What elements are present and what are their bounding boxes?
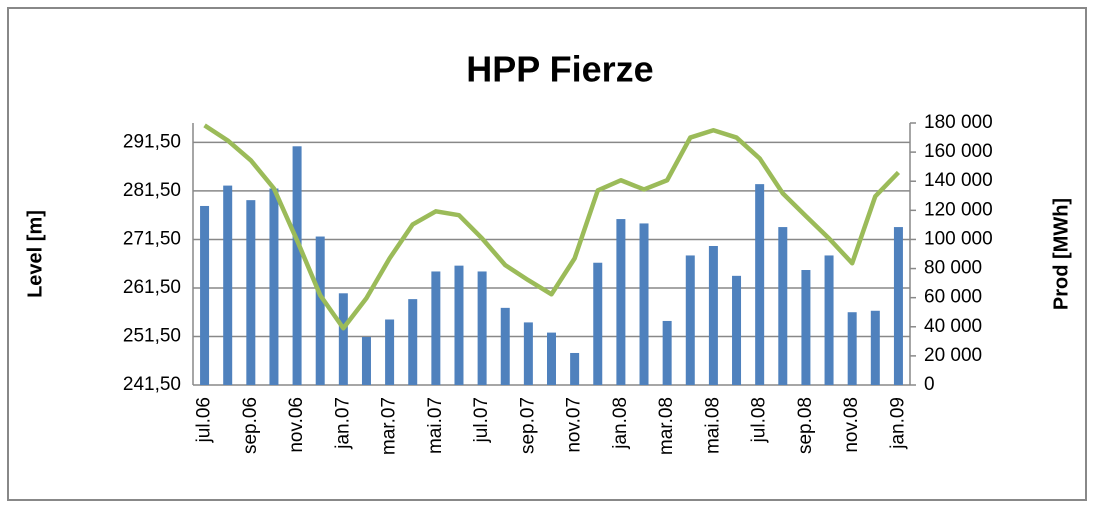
bar <box>847 312 857 385</box>
x-tick-label: mar.07 <box>379 397 400 455</box>
bar <box>361 336 371 385</box>
bar <box>570 352 580 385</box>
y2-tick-label: 140 000 <box>924 170 993 191</box>
x-tick-label: jan.08 <box>610 397 631 450</box>
y2-tick-label: 40 000 <box>924 316 982 337</box>
y-axis-title: Level [m] <box>24 210 46 298</box>
y-tick-label: 251,50 <box>123 325 181 346</box>
line <box>203 123 901 331</box>
bar <box>338 293 348 385</box>
x-tick-label: mai.08 <box>702 397 723 454</box>
bar <box>708 245 718 385</box>
bar <box>662 320 672 385</box>
chart-title: HPP Fierze <box>466 49 653 90</box>
bar <box>547 332 556 385</box>
chart-border <box>7 7 1087 501</box>
bar <box>778 227 788 385</box>
x-tick-label: jul.06 <box>194 397 215 443</box>
bar <box>246 200 256 385</box>
bar <box>870 310 880 385</box>
x-tick-label: mar.08 <box>656 397 677 455</box>
y2-tick-label: 60 000 <box>924 287 982 308</box>
x-tick-label: mai.07 <box>425 397 446 454</box>
x-tick-label: sep.08 <box>795 397 816 454</box>
bar <box>824 255 834 385</box>
bar <box>292 146 302 385</box>
bar <box>269 188 279 385</box>
bar <box>593 262 603 385</box>
x-tick-label: jan.09 <box>887 397 908 450</box>
bar <box>385 319 395 385</box>
y2-tick-label: 20 000 <box>924 345 982 366</box>
bar <box>616 219 626 385</box>
bar <box>431 271 441 385</box>
y-tick-label: 271,50 <box>123 228 181 249</box>
y2-tick-label: 160 000 <box>924 141 993 162</box>
bar <box>500 307 510 385</box>
bar <box>639 223 649 385</box>
y2-tick-label: 80 000 <box>924 258 982 279</box>
x-tick-label: sep.07 <box>517 397 538 454</box>
bar <box>523 322 533 385</box>
x-tick-label: nov.06 <box>286 397 307 453</box>
y2-tick-label: 180 000 <box>924 112 993 133</box>
y-tick-label: 281,50 <box>123 180 181 201</box>
bar <box>755 184 765 385</box>
y2-tick-label: 120 000 <box>924 199 993 220</box>
y-tick-label: 291,50 <box>123 131 181 152</box>
bar <box>732 275 742 385</box>
bar <box>454 265 464 385</box>
bar <box>315 236 325 385</box>
bar <box>408 299 418 385</box>
x-tick-label: nov.07 <box>564 397 585 453</box>
x-tick-label: nov.08 <box>841 397 862 453</box>
x-tick-label: jan.07 <box>332 397 353 450</box>
bar <box>200 205 210 385</box>
bar <box>223 185 233 385</box>
y2-tick-label: 0 <box>924 374 935 395</box>
y2-axis-title: Prod [MWh] <box>1050 198 1072 310</box>
bar <box>893 227 903 385</box>
x-tick-label: sep.06 <box>240 397 261 454</box>
y-tick-label: 261,50 <box>123 277 181 298</box>
y2-tick-label: 100 000 <box>924 228 993 249</box>
bar <box>801 270 811 385</box>
x-tick-label: jul.07 <box>471 397 492 443</box>
bar <box>685 255 695 385</box>
x-tick-label: jul.08 <box>749 397 770 443</box>
bar <box>477 271 487 385</box>
y-tick-label: 241,50 <box>123 374 181 395</box>
